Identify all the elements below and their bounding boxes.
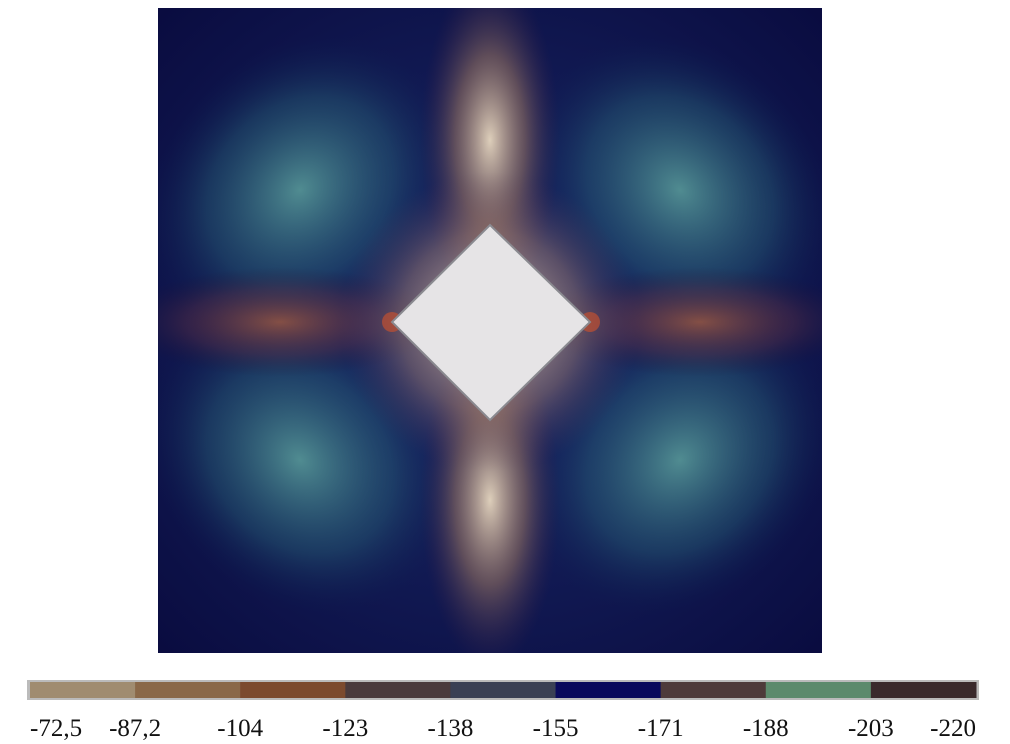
colorbar-segment	[871, 682, 977, 698]
colorbar-tick-label: -203	[848, 715, 894, 742]
colorbar-tick-label: -138	[428, 715, 474, 742]
colorbar-tick-label: -72,5	[30, 715, 82, 742]
colorbar-segment	[30, 682, 136, 698]
colorbar-segment	[766, 682, 872, 698]
figure: -72,5 -87,2 -104 -123 -138 -155 -171 -188 -203 -2…	[0, 0, 1010, 744]
colorbar-segment	[135, 682, 241, 698]
colorbar-tick-label: -171	[638, 715, 684, 742]
colorbar-tick-label: -188	[743, 715, 789, 742]
colorbar-segment	[240, 682, 346, 698]
colorbar-tick-label: -155	[533, 715, 579, 742]
colorbar-tick-label: -123	[322, 715, 368, 742]
colorbar-tick-label: -87,2	[109, 715, 161, 742]
colorbar-labels: -72,5 -87,2 -104 -123 -138 -155 -171 -188 -203 -2…	[30, 715, 976, 742]
colorbar	[30, 682, 977, 698]
colorbar-segment	[345, 682, 451, 698]
colorbar-tick-label: -220	[930, 715, 976, 742]
colorbar-segment	[556, 682, 662, 698]
colorbar-segment	[450, 682, 556, 698]
page: -72,5 -87,2 -104 -123 -138 -155 -171 -188 -203 -2…	[0, 0, 1010, 744]
colorbar-tick-label: -104	[217, 715, 263, 742]
colorbar-segment	[661, 682, 767, 698]
photoelastic-image	[81, 0, 899, 679]
